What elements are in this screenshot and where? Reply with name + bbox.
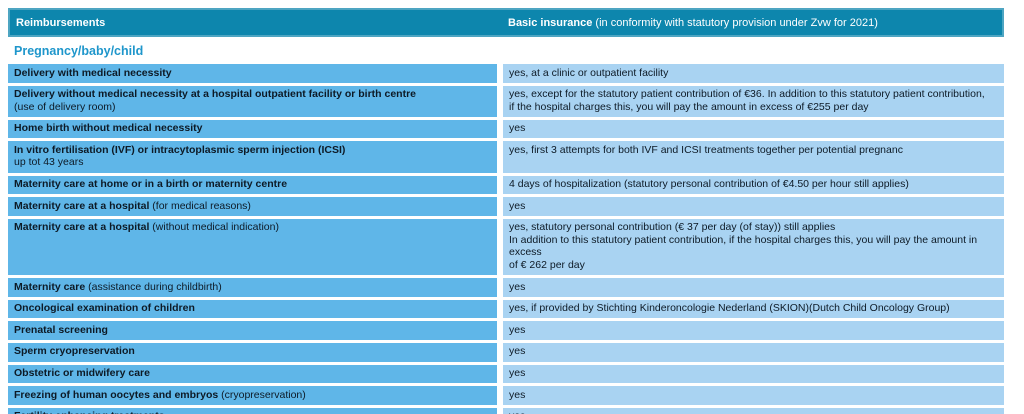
reimbursement-label: Maternity care (14, 280, 86, 293)
table-row: Obstetric or midwifery care yes (8, 364, 1004, 384)
reimbursement-label: Fertility-enhancing treatments (14, 410, 165, 414)
reimbursement-cell: Fertility-enhancing treatments (8, 407, 497, 414)
table-row: Maternity care at a hospital (without me… (8, 218, 1004, 276)
table-row: Maternity care (assistance during childb… (8, 278, 1004, 297)
table-row: Prenatal screening yes (8, 321, 1004, 340)
coverage-value: yes, statutory personal contribution (€ … (503, 218, 1004, 276)
coverage-value: yes, if provided by Stichting Kinderonco… (503, 299, 1004, 319)
basic-insurance-title: Basic insurance (508, 16, 593, 29)
reimbursement-label: Oncological examination of children (14, 302, 195, 315)
reimbursement-cell: Delivery without medical necessity at a … (8, 85, 497, 117)
reimbursement-note: (for medical reasons) (149, 199, 251, 212)
reimbursement-label: Maternity care at a hospital (14, 221, 150, 234)
basic-insurance-column-header: Basic insurance (in conformity with stat… (499, 17, 1002, 29)
table-row: Oncological examination of children yes,… (8, 299, 1004, 319)
coverage-value: yes (503, 197, 1004, 216)
coverage-value: yes, except for the statutory patient co… (503, 85, 1004, 117)
reimbursement-note: (use of delivery room) (14, 100, 116, 113)
reimbursement-label: Sperm cryopreservation (14, 345, 135, 358)
coverage-value: yes (503, 386, 1004, 405)
coverage-value: yes, first 3 attempts for both IVF and I… (503, 141, 1004, 173)
reimbursement-cell: Oncological examination of children (8, 299, 497, 319)
reimbursement-label: Maternity care at home or in a birth or … (14, 178, 288, 191)
coverage-value: yes (503, 321, 1004, 340)
reimbursement-label: Delivery without medical necessity at a … (14, 88, 417, 101)
coverage-value: yes (503, 407, 1004, 414)
coverage-value: yes, at a clinic or outpatient facility (503, 64, 1004, 83)
reimbursement-note: (assistance during childbirth) (85, 280, 222, 293)
reimbursement-label: Home birth without medical necessity (14, 122, 203, 135)
table-header-bar: Reimbursements Basic insurance (in confo… (8, 8, 1004, 37)
reimbursement-cell: Home birth without medical necessity (8, 119, 497, 139)
reimbursement-label: In vitro fertilisation (IVF) or intracyt… (14, 143, 346, 156)
reimbursements-column-header: Reimbursements (16, 16, 106, 29)
coverage-value: yes (503, 342, 1004, 362)
table-row: Fertility-enhancing treatments yes (8, 407, 1004, 414)
reimbursement-note: (without medical indication) (149, 221, 279, 234)
table-row: Maternity care at home or in a birth or … (8, 175, 1004, 195)
table-row: Sperm cryopreservation yes (8, 342, 1004, 362)
table-row: Home birth without medical necessity yes (8, 119, 1004, 139)
reimbursement-cell: Sperm cryopreservation (8, 342, 497, 362)
reimbursement-cell: Maternity care at a hospital (for medica… (8, 197, 497, 216)
coverage-value: 4 days of hospitalization (statutory per… (503, 175, 1004, 195)
table-row: Delivery without medical necessity at a … (8, 85, 1004, 117)
reimbursement-cell: Maternity care (assistance during childb… (8, 278, 497, 297)
reimbursement-cell: Maternity care at home or in a birth or … (8, 175, 497, 195)
table-row: Delivery with medical necessity yes, at … (8, 64, 1004, 83)
reimbursement-label: Delivery with medical necessity (14, 66, 172, 79)
coverage-value: yes (503, 119, 1004, 139)
reimbursement-cell: Prenatal screening (8, 321, 497, 340)
reimbursement-label: Prenatal screening (14, 323, 108, 336)
reimbursement-cell: In vitro fertilisation (IVF) or intracyt… (8, 141, 497, 173)
coverage-value: yes (503, 364, 1004, 384)
basic-insurance-note: (in conformity with statutory provision … (592, 16, 878, 29)
coverage-value: yes (503, 278, 1004, 297)
reimbursement-cell: Maternity care at a hospital (without me… (8, 218, 497, 276)
table-row: In vitro fertilisation (IVF) or intracyt… (8, 141, 1004, 173)
section-title: Pregnancy/baby/child (14, 44, 144, 58)
reimbursement-cell: Freezing of human oocytes and embryos (c… (8, 386, 497, 405)
reimbursement-label: Maternity care at a hospital (14, 199, 150, 212)
reimbursement-cell: Obstetric or midwifery care (8, 364, 497, 384)
table-row: Maternity care at a hospital (for medica… (8, 197, 1004, 216)
reimbursement-cell: Delivery with medical necessity (8, 64, 497, 83)
table-row: Freezing of human oocytes and embryos (c… (8, 386, 1004, 405)
reimbursements-table: Delivery with medical necessity yes, at … (8, 64, 1004, 414)
reimbursement-label: Freezing of human oocytes and embryos (14, 388, 219, 401)
reimbursement-note: (cryopreservation) (218, 388, 306, 401)
reimbursement-note: up tot 43 years (14, 156, 84, 169)
reimbursement-label: Obstetric or midwifery care (14, 367, 150, 379)
